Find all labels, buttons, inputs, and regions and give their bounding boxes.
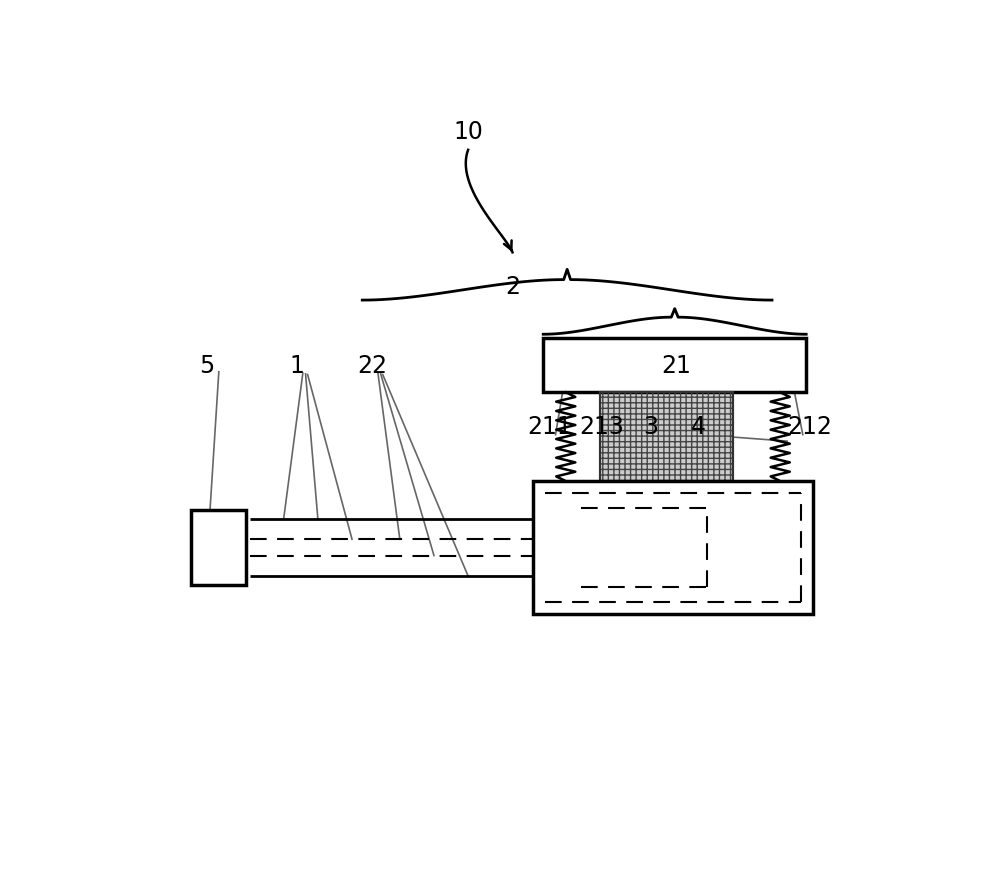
Text: 2: 2 bbox=[505, 276, 520, 299]
Bar bbox=[600, 392, 733, 481]
Text: 10: 10 bbox=[453, 120, 483, 144]
Bar bbox=[600, 392, 733, 481]
Text: 211: 211 bbox=[528, 415, 572, 439]
Text: 1: 1 bbox=[290, 354, 305, 377]
Text: 4: 4 bbox=[691, 415, 706, 439]
Bar bbox=[191, 510, 246, 586]
Text: 22: 22 bbox=[357, 354, 387, 377]
Text: 212: 212 bbox=[787, 415, 832, 439]
Text: 3: 3 bbox=[644, 415, 659, 439]
Text: 213: 213 bbox=[579, 415, 624, 439]
Bar bbox=[533, 482, 813, 615]
Text: 5: 5 bbox=[199, 354, 214, 377]
Bar bbox=[543, 338, 806, 392]
Text: 21: 21 bbox=[661, 354, 691, 377]
Bar bbox=[600, 392, 733, 481]
